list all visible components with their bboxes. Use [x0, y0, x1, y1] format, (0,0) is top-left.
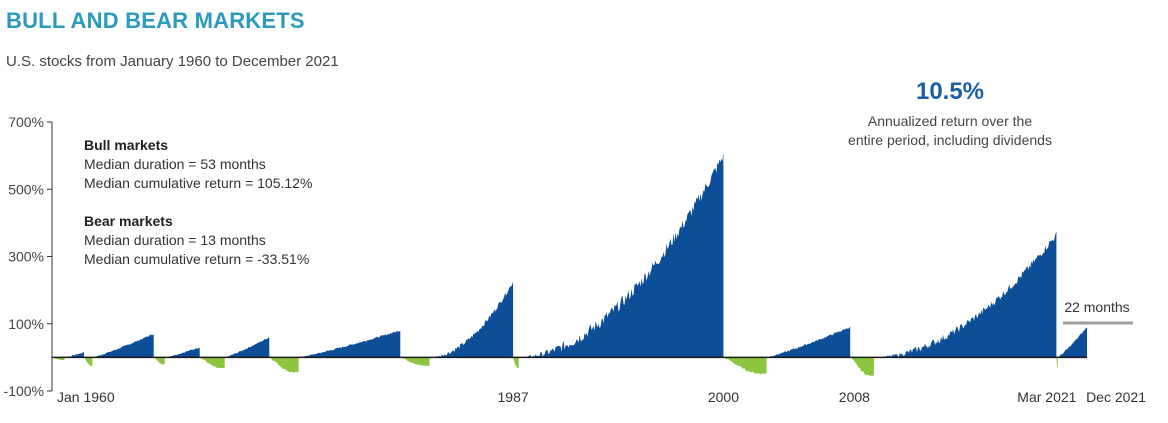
x-tick-label-2008-01: 2008: [839, 389, 870, 405]
bull-markets-note: Bull markets Median duration = 53 months…: [84, 136, 312, 193]
bear-market-area-2: [84, 357, 93, 367]
page-subtitle: U.S. stocks from January 1960 to Decembe…: [6, 53, 339, 70]
page-title: BULL AND BEAR MARKETS: [6, 8, 305, 33]
bull-market-area-13: [518, 151, 724, 358]
bear-market-area-10: [400, 357, 430, 366]
bear-market-area-16: [850, 357, 874, 377]
bull-market-area-5: [164, 347, 200, 358]
bear-markets-heading: Bear markets: [84, 213, 173, 229]
bull-market-area-1: [64, 352, 84, 358]
annualized-return-value: 10.5%: [915, 78, 985, 105]
bear-market-area-8: [269, 357, 299, 373]
bear-market-area-6: [199, 357, 225, 369]
bear-market-area-12: [513, 357, 519, 369]
bull-market-area-3: [92, 334, 154, 358]
bull-market-area-19: [1057, 327, 1087, 358]
bull-markets-heading: Bull markets: [84, 137, 169, 153]
bull-market-area-7: [224, 337, 270, 358]
bear-market-area-14: [723, 357, 767, 375]
bear-market-area-18: [1056, 357, 1058, 369]
caption-line-1: Annualized return over the: [867, 113, 1033, 129]
bull-median-duration: Median duration = 53 months: [84, 156, 266, 172]
bull-market-area-11: [429, 281, 514, 358]
caption-line-2: entire period, including dividends: [848, 132, 1052, 148]
x-tick-label-1987-08: 1987: [498, 389, 529, 405]
bear-market-area-4: [153, 357, 165, 365]
y-tick-label-700: 700%: [8, 114, 44, 130]
x-tick-label-2021-12: Dec 2021: [1086, 389, 1146, 405]
y-tick-label-100: 100%: [8, 316, 44, 332]
bull-median-return: Median cumulative return = 105.12%: [84, 175, 313, 191]
annualized-return-caption: Annualized return over the entire period…: [820, 112, 1080, 150]
bear-median-return: Median cumulative return = -33.51%: [84, 251, 310, 267]
bull-market-area-15: [766, 326, 851, 358]
bear-median-duration: Median duration = 13 months: [84, 232, 266, 248]
x-tick-label-2021-03: Mar 2021: [1017, 389, 1076, 405]
y-tick-label-300: 300%: [8, 249, 44, 265]
x-tick-label-1960-01: Jan 1960: [57, 389, 115, 405]
bull-market-area-9: [298, 331, 401, 358]
y-tick-label--100: -100%: [4, 383, 44, 399]
forecast-duration-label: 22 months: [1064, 299, 1129, 315]
bull-market-area-17: [873, 231, 1057, 358]
x-tick-label-2000-03: 2000: [708, 389, 739, 405]
bear-markets-note: Bear markets Median duration = 13 months…: [84, 212, 309, 269]
y-tick-label-500: 500%: [8, 181, 44, 197]
